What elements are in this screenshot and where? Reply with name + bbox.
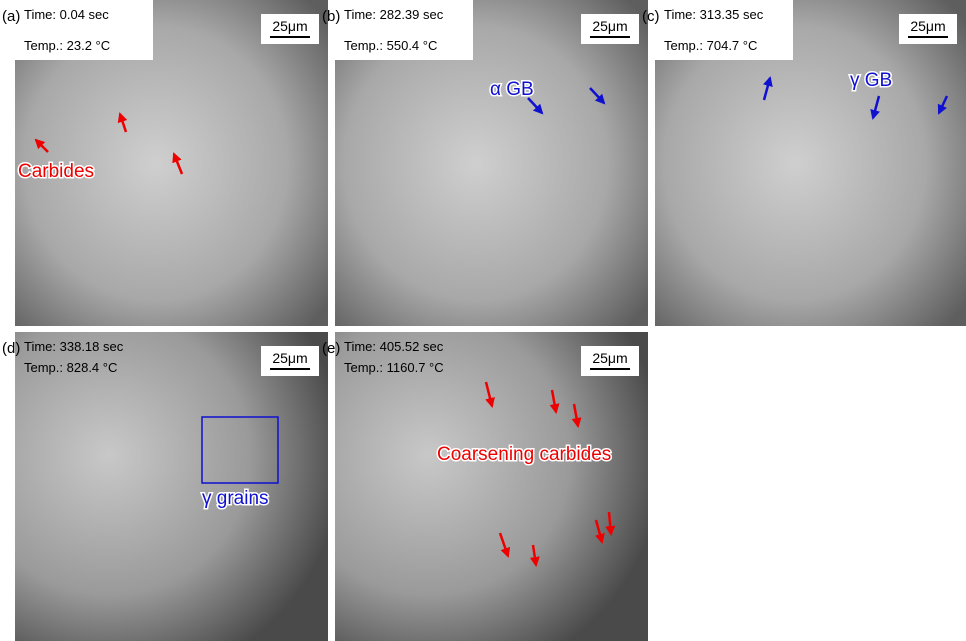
panel-label: (d): [2, 340, 20, 357]
panel-label: (e): [322, 340, 340, 357]
info-box: [655, 0, 793, 60]
panel-label: (a): [2, 8, 20, 25]
annotation: γ GB: [850, 70, 892, 91]
time-label: Time: 338.18 sec: [24, 339, 124, 354]
panel: (a) Time: 0.04 sec Temp.: 23.2 °C 25μm Carbi…: [2, 0, 328, 326]
annotation: γ grains: [202, 488, 269, 509]
scale-box: [581, 14, 639, 44]
temp-label: Temp.: 23.2 °C: [24, 38, 110, 53]
panel: (d) Time: 338.18 sec Temp.: 828.4 °C 25μm γ …: [2, 332, 328, 641]
annotation: Coarsening carbides: [437, 444, 611, 465]
panel-label: (c): [642, 8, 660, 25]
time-label: Time: 313.35 sec: [664, 7, 764, 22]
info-box: [15, 0, 153, 60]
annotation: α GB: [490, 79, 534, 100]
micrograph: [15, 332, 328, 641]
temp-label: Temp.: 828.4 °C: [24, 360, 117, 375]
panel: (e) Time: 405.52 sec Temp.: 1160.7 °C 25μm C…: [322, 332, 648, 641]
scale-label: 25μm: [272, 350, 307, 366]
time-label: Time: 405.52 sec: [344, 339, 444, 354]
time-label: Time: 282.39 sec: [344, 7, 444, 22]
annotation: Carbides: [18, 161, 94, 182]
scale-label: 25μm: [592, 18, 627, 34]
temp-label: Temp.: 550.4 °C: [344, 38, 437, 53]
scale-label: 25μm: [910, 18, 945, 34]
panel: (b) Time: 282.39 sec Temp.: 550.4 °C 25μm α …: [322, 0, 648, 326]
scale-box: [261, 346, 319, 376]
scale-box: [581, 346, 639, 376]
scale-box: [261, 14, 319, 44]
panel: (c) Time: 313.35 sec Temp.: 704.7 °C 25μm γ …: [642, 0, 966, 326]
arrows: [34, 76, 949, 567]
scale-label: 25μm: [272, 18, 307, 34]
micrograph: [335, 332, 648, 641]
time-label: Time: 0.04 sec: [24, 7, 109, 22]
temp-label: Temp.: 1160.7 °C: [344, 360, 444, 375]
scale-box: [899, 14, 957, 44]
scale-label: 25μm: [592, 350, 627, 366]
info-box: [335, 0, 473, 60]
panel-label: (b): [322, 8, 340, 25]
temp-label: Temp.: 704.7 °C: [664, 38, 757, 53]
